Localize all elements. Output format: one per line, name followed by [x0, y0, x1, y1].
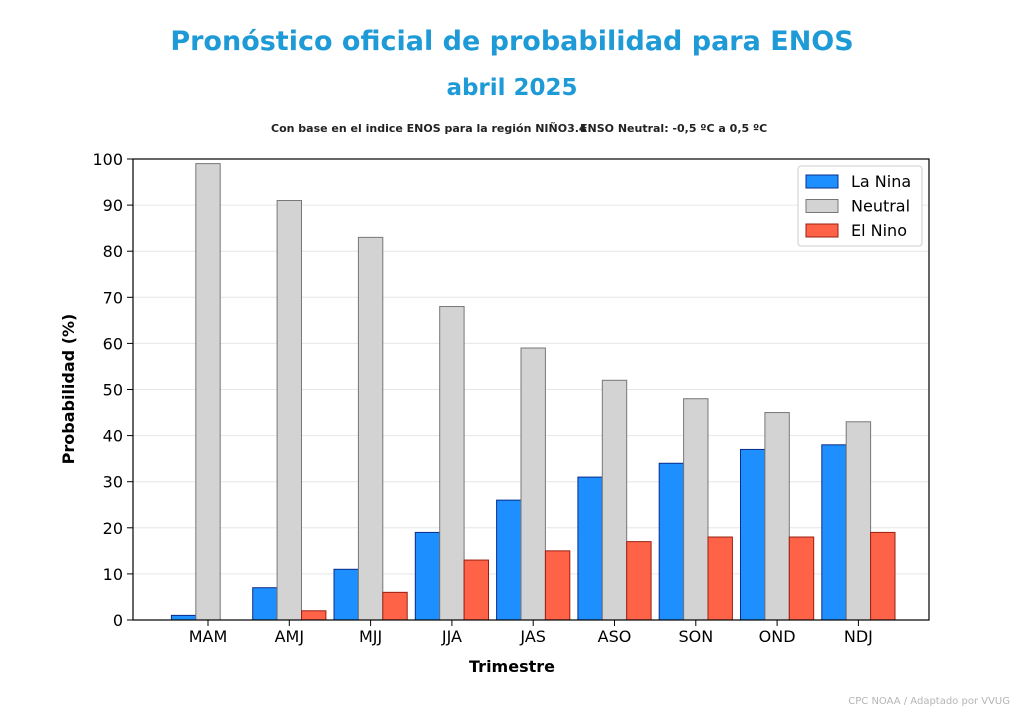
bar-el-nino-jas: [544, 550, 571, 621]
bar-la-nina-ndj: [821, 444, 847, 621]
bar-la-nina-aso: [577, 476, 603, 621]
bar-la-nina-son: [658, 462, 685, 621]
chart-subtitle: abril 2025: [446, 75, 578, 101]
bar-neutral-ndj: [845, 421, 872, 621]
y-tick-label: 30: [103, 473, 123, 492]
y-tick-label: 20: [103, 519, 123, 538]
y-tick-label: 50: [103, 381, 123, 400]
bar-el-nino-mjj: [382, 591, 408, 621]
bar-el-nino-amj: [301, 610, 327, 621]
legend: La Nina Neutral El Nino: [797, 165, 923, 247]
y-tick-label: 90: [103, 196, 123, 215]
x-tick-label: SON: [678, 627, 713, 646]
y-tick-label: 70: [103, 288, 123, 307]
bar-el-nino-ond: [788, 536, 815, 621]
bar-neutral-ond: [764, 412, 790, 621]
y-tick-label: 10: [103, 565, 123, 584]
bar-el-nino-aso: [626, 541, 652, 621]
x-tick-label: OND: [759, 627, 796, 646]
y-tick-label: 40: [103, 427, 123, 446]
y-tick-label: 100: [92, 150, 123, 169]
x-tick-label: MJJ: [359, 627, 382, 646]
bar-neutral-amj: [276, 199, 303, 621]
bar-el-nino-jja: [463, 559, 490, 621]
y-tick-label: 60: [103, 334, 123, 353]
x-tick-label: MAM: [189, 627, 228, 646]
x-tick-label: NDJ: [844, 627, 873, 646]
x-axis-label: Trimestre: [469, 657, 555, 676]
bar-neutral-mjj: [357, 236, 384, 621]
bar-la-nina-mjj: [333, 568, 359, 621]
x-tick-label: JAS: [519, 627, 546, 646]
region-note: Con base en el indice ENOS para la regió…: [271, 122, 587, 135]
legend-swatch-el-nino: [805, 223, 839, 238]
chart-title: Pronóstico oficial de probabilidad para …: [170, 26, 854, 57]
bar-la-nina-jas: [496, 499, 522, 621]
legend-swatch-neutral: [805, 199, 839, 213]
bar-neutral-aso: [601, 379, 628, 621]
x-tick-label: AMJ: [275, 627, 304, 646]
x-tick-label: JJA: [441, 627, 462, 646]
legend-swatch-la-nina: [805, 174, 839, 189]
bars: [170, 163, 896, 621]
legend-label-la-nina: La Nina: [851, 172, 911, 191]
legend-label-neutral: Neutral: [851, 197, 910, 216]
bar-la-nina-ond: [740, 448, 766, 621]
bar-la-nina-amj: [252, 587, 278, 621]
bar-el-nino-ndj: [870, 531, 896, 621]
bar-neutral-mam: [195, 163, 221, 621]
y-tick-label: 80: [103, 242, 123, 261]
bar-neutral-jas: [520, 347, 546, 621]
source-credit: CPC NOAA / Adaptado por VVUG: [848, 696, 1010, 707]
bar-la-nina-mam: [170, 614, 197, 621]
bar-neutral-son: [683, 398, 709, 621]
bar-neutral-jja: [439, 306, 465, 621]
bar-la-nina-jja: [414, 531, 441, 621]
axes: 0 10 20 30 40 50 60 70 80 90 100 MAM AMJ MJJ JJA JAS ASO…: [92, 150, 872, 646]
neutral-range-note: ENSO Neutral: -0,5 ºC a 0,5 ºC: [580, 122, 768, 135]
legend-label-el-nino: El Nino: [851, 221, 907, 240]
x-tick-label: ASO: [598, 627, 632, 646]
bar-el-nino-son: [707, 536, 733, 621]
y-axis-label: Probabilidad (%): [59, 314, 78, 465]
y-tick-label: 0: [113, 611, 123, 630]
